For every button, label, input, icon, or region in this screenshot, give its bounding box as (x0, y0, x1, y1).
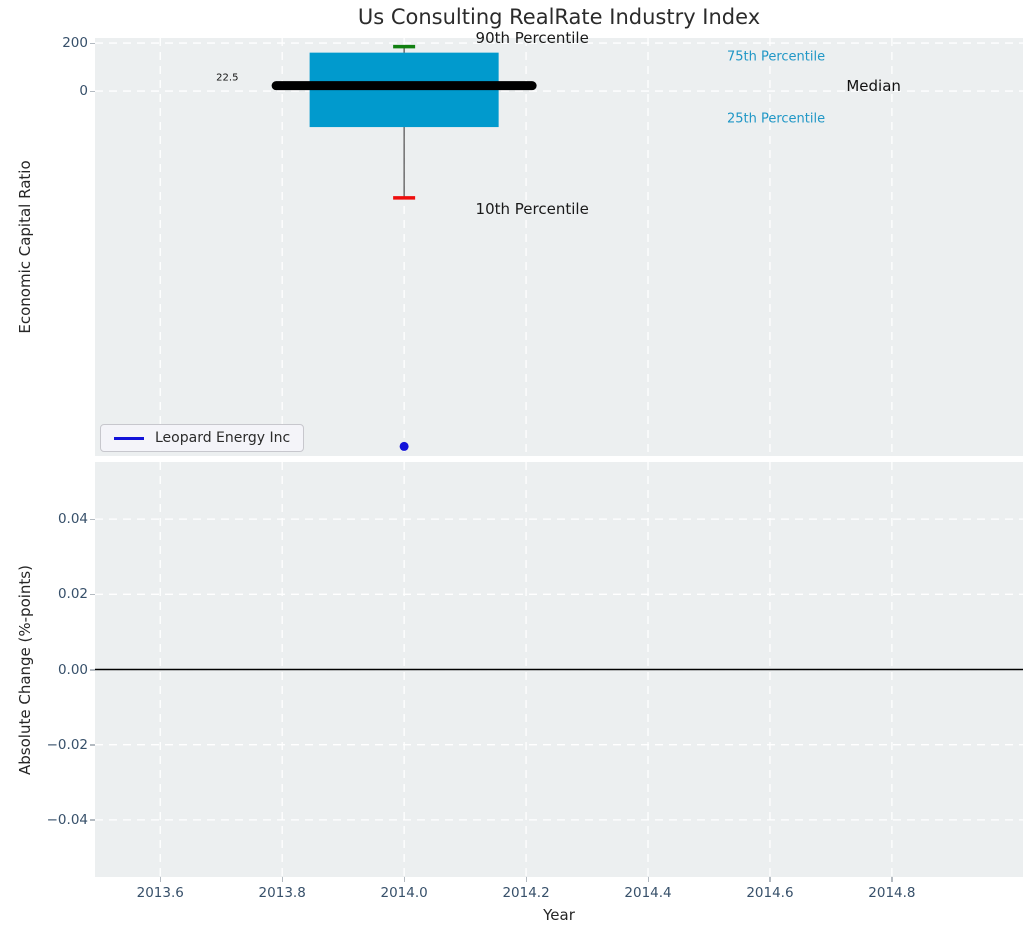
figure-title: Us Consulting RealRate Industry Index (357, 5, 761, 29)
y-tick-label: 0.02 (57, 586, 88, 603)
y-tick-label: 0.04 (57, 511, 88, 528)
y-tick-mark (90, 42, 95, 45)
annotation-median-value: 22.5 (216, 72, 239, 84)
annotation-median: Median (846, 77, 901, 96)
y-tick-mark (90, 744, 95, 746)
y-tick-label: −0.04 (46, 811, 88, 828)
y-tick-mark (90, 518, 95, 521)
x-axis-label-year: Year (543, 906, 575, 924)
y-tick-mark (90, 593, 95, 596)
y-tick-label: 0 (79, 83, 88, 100)
y-tick-mark (90, 90, 95, 93)
annotation-10th-percentile: 10th Percentile (475, 200, 589, 219)
annotation-25th-percentile: 25th Percentile (726, 111, 826, 127)
y-tick-mark (90, 819, 95, 821)
data-point (399, 441, 409, 451)
legend-line-sample (114, 436, 144, 440)
x-tick-label: 2013.8 (258, 885, 306, 901)
bottom-axes-change (95, 462, 1023, 877)
annotation-75th-percentile: 75th Percentile (726, 49, 826, 65)
legend-label: Leopard Energy Inc (155, 430, 291, 446)
plot-canvas (95, 462, 1023, 877)
y-tick-label: 0.00 (57, 661, 88, 678)
x-tick-mark (891, 877, 893, 882)
x-tick-label: 2014.0 (380, 885, 428, 901)
y-tick-label: −0.02 (46, 736, 88, 753)
x-tick-label: 2014.4 (624, 885, 672, 901)
x-tick-mark (403, 877, 406, 882)
x-tick-mark (525, 877, 528, 882)
x-tick-mark (647, 877, 650, 882)
y-axis-label-absolute-change: Absolute Change (%-points) (16, 565, 34, 775)
top-axes-boxplot (95, 38, 1023, 456)
x-tick-label: 2014.8 (868, 885, 916, 901)
legend: Leopard Energy Inc (100, 424, 305, 452)
x-tick-label: 2014.2 (502, 885, 550, 901)
x-tick-label: 2013.6 (136, 885, 184, 901)
y-tick-label: 200 (62, 35, 88, 52)
x-tick-mark (769, 877, 771, 882)
y-axis-label-economic-capital-ratio: Economic Capital Ratio (16, 160, 34, 334)
x-tick-label: 2014.6 (746, 885, 794, 901)
plot-canvas (95, 38, 1023, 456)
annotation-90th-percentile: 90th Percentile (475, 29, 589, 48)
x-tick-mark (281, 877, 284, 882)
y-tick-mark (90, 669, 95, 671)
x-tick-mark (159, 877, 162, 882)
